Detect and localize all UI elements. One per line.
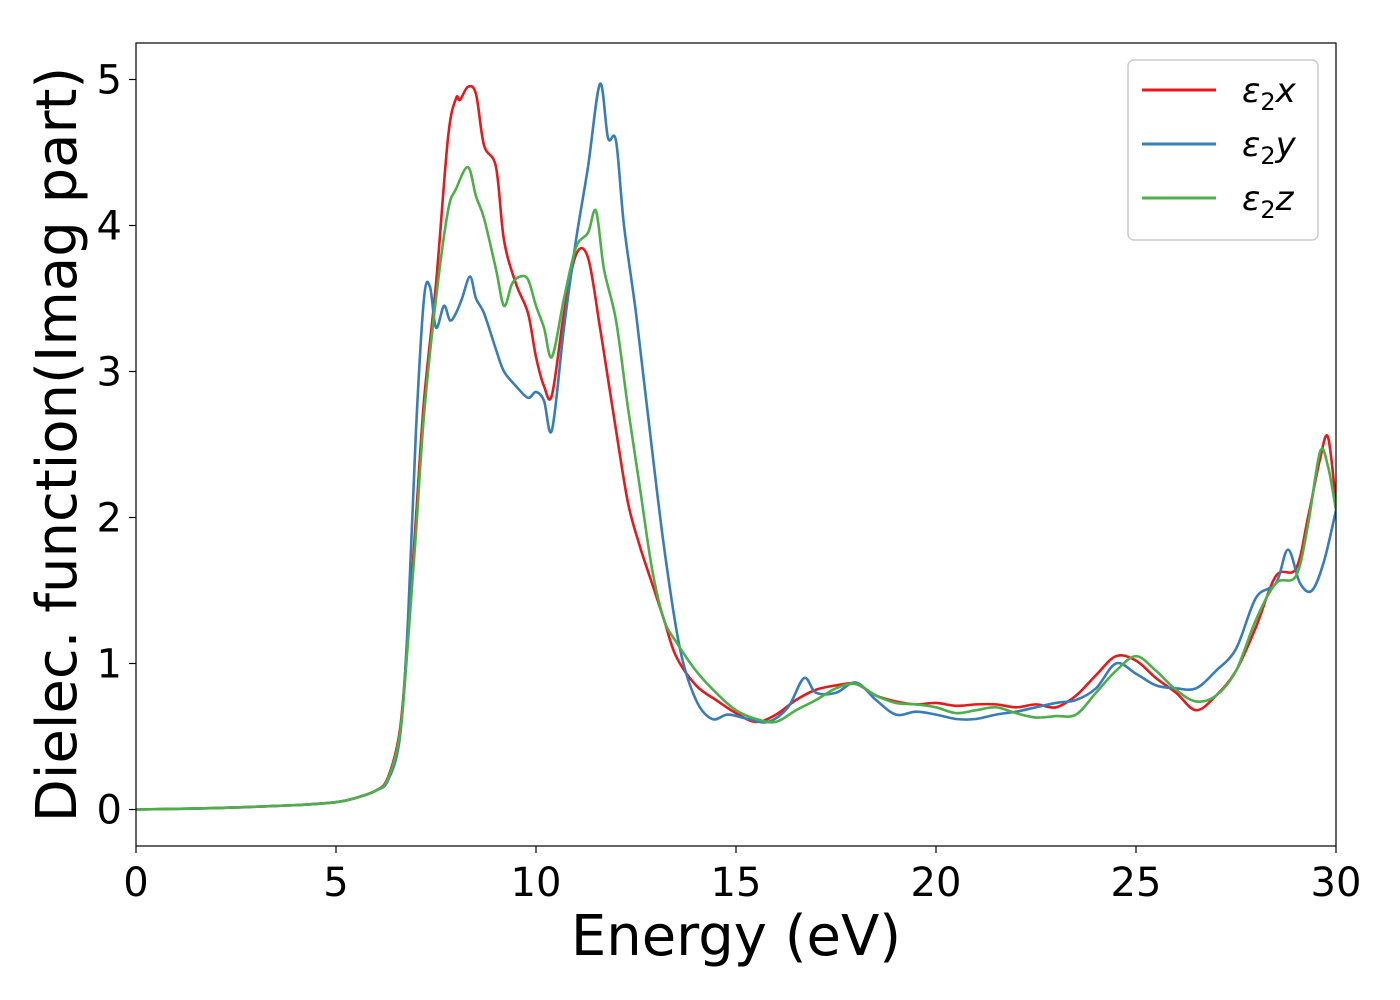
series-line-z <box>136 165 1336 811</box>
x-axis-label: Energy (eV) <box>571 904 901 969</box>
ticks-layer: 0 5 10 15 20 25 30 0 1 2 3 4 5 <box>97 58 1362 907</box>
legend-label-y: ε2y <box>1242 125 1297 170</box>
x-tick-label: 5 <box>323 860 348 906</box>
y-axis-label: Dielec. function(Imag part) <box>25 67 90 823</box>
x-tick-label: 15 <box>711 860 762 906</box>
legend-label-z: ε2z <box>1242 179 1295 224</box>
y-tick-label: 3 <box>97 350 122 396</box>
x-tick-label: 30 <box>1311 860 1362 906</box>
legend: ε2x ε2y ε2z <box>1127 59 1319 241</box>
series-layer <box>136 82 1336 811</box>
legend-box <box>1127 59 1319 241</box>
x-tick-label: 10 <box>511 860 562 906</box>
y-tick-label: 0 <box>97 788 122 834</box>
x-tick-label: 25 <box>1111 860 1162 906</box>
y-tick-label: 4 <box>97 204 122 250</box>
series-line-y <box>136 82 1336 811</box>
y-tick-label: 2 <box>97 496 122 542</box>
y-tick-label: 1 <box>97 642 122 688</box>
x-tick-label: 0 <box>123 860 148 906</box>
x-tick-label: 20 <box>911 860 962 906</box>
legend-label-x: ε2x <box>1242 71 1297 116</box>
y-tick-label: 5 <box>97 58 122 104</box>
